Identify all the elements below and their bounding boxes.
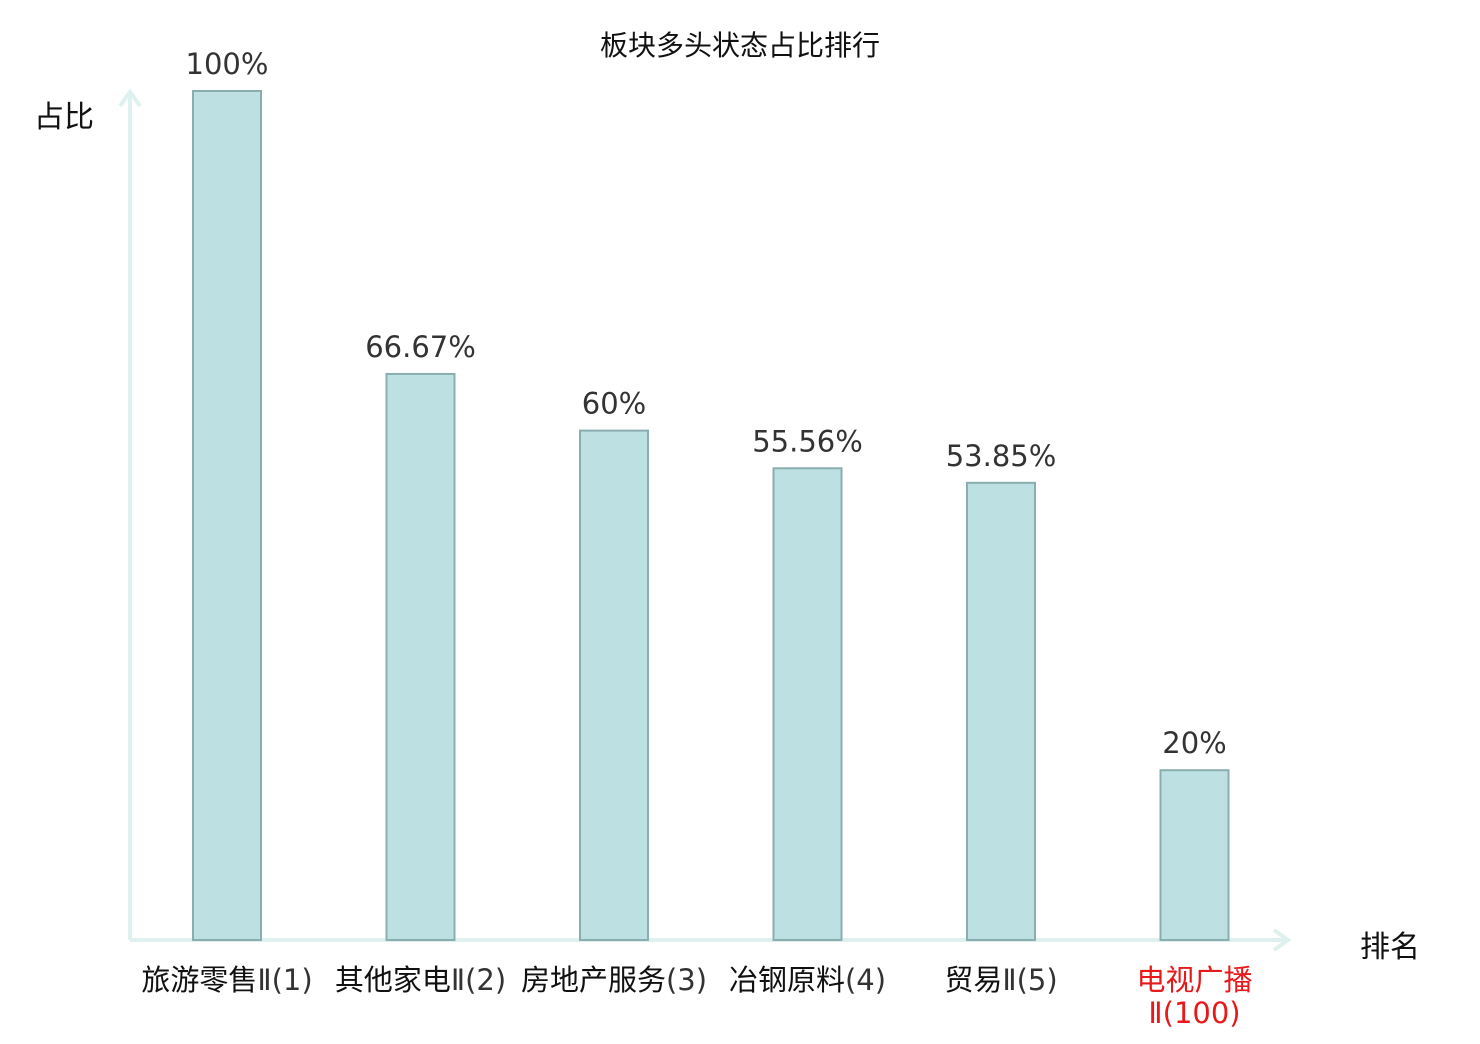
value-label-4: 55.56% (752, 424, 863, 458)
category-rank: Ⅱ(2) (450, 963, 507, 997)
bar-2 (385, 372, 456, 942)
bars-layer (192, 90, 1230, 942)
category-rank: Ⅱ(1) (257, 963, 313, 997)
value-labels-layer: 100% 66.67% 60% 55.56% 53.85% 20% (186, 47, 1227, 760)
y-axis-label: 占比 (34, 100, 94, 135)
category-label-3: 房地产服务(3) (519, 964, 709, 997)
category-rank: (3) (665, 963, 708, 997)
bar-6 (1159, 769, 1230, 942)
category-name: 其他家电 (334, 963, 451, 997)
x-axis-arrow (1272, 928, 1292, 952)
category-name: 电视广播 (1136, 963, 1253, 997)
x-axis-label: 排名 (1360, 930, 1420, 965)
category-name: 冶钢原料 (728, 963, 845, 997)
chart-title: 板块多头状态占比排行 (599, 29, 880, 62)
value-label-2: 66.67% (365, 330, 476, 364)
y-axis-arrow (118, 88, 142, 108)
value-label-5: 53.85% (946, 439, 1057, 473)
category-label-1: 旅游零售Ⅱ(1) (132, 964, 322, 997)
category-label-2: 其他家电Ⅱ(2) (326, 964, 516, 997)
category-rank: Ⅱ(100) (1148, 996, 1241, 1030)
axes (118, 88, 1292, 952)
category-name: 房地产服务 (520, 963, 666, 997)
value-label-3: 60% (582, 387, 646, 421)
bar-1 (192, 90, 262, 941)
category-label-6: 电视广播Ⅱ(100) (1100, 964, 1290, 1030)
category-rank: Ⅱ(5) (1002, 963, 1058, 997)
category-name: 贸易 (944, 963, 1003, 997)
value-label-1: 100% (186, 47, 269, 81)
value-label-6: 20% (1162, 726, 1226, 760)
category-rank: (4) (844, 963, 887, 997)
bar-4 (772, 467, 843, 941)
category-name: 旅游零售 (141, 963, 258, 997)
category-label-5: 贸易Ⅱ(5) (906, 964, 1096, 997)
bar-5 (966, 481, 1036, 941)
bar-3 (579, 429, 649, 941)
category-label-4: 冶钢原料(4) (713, 964, 903, 997)
